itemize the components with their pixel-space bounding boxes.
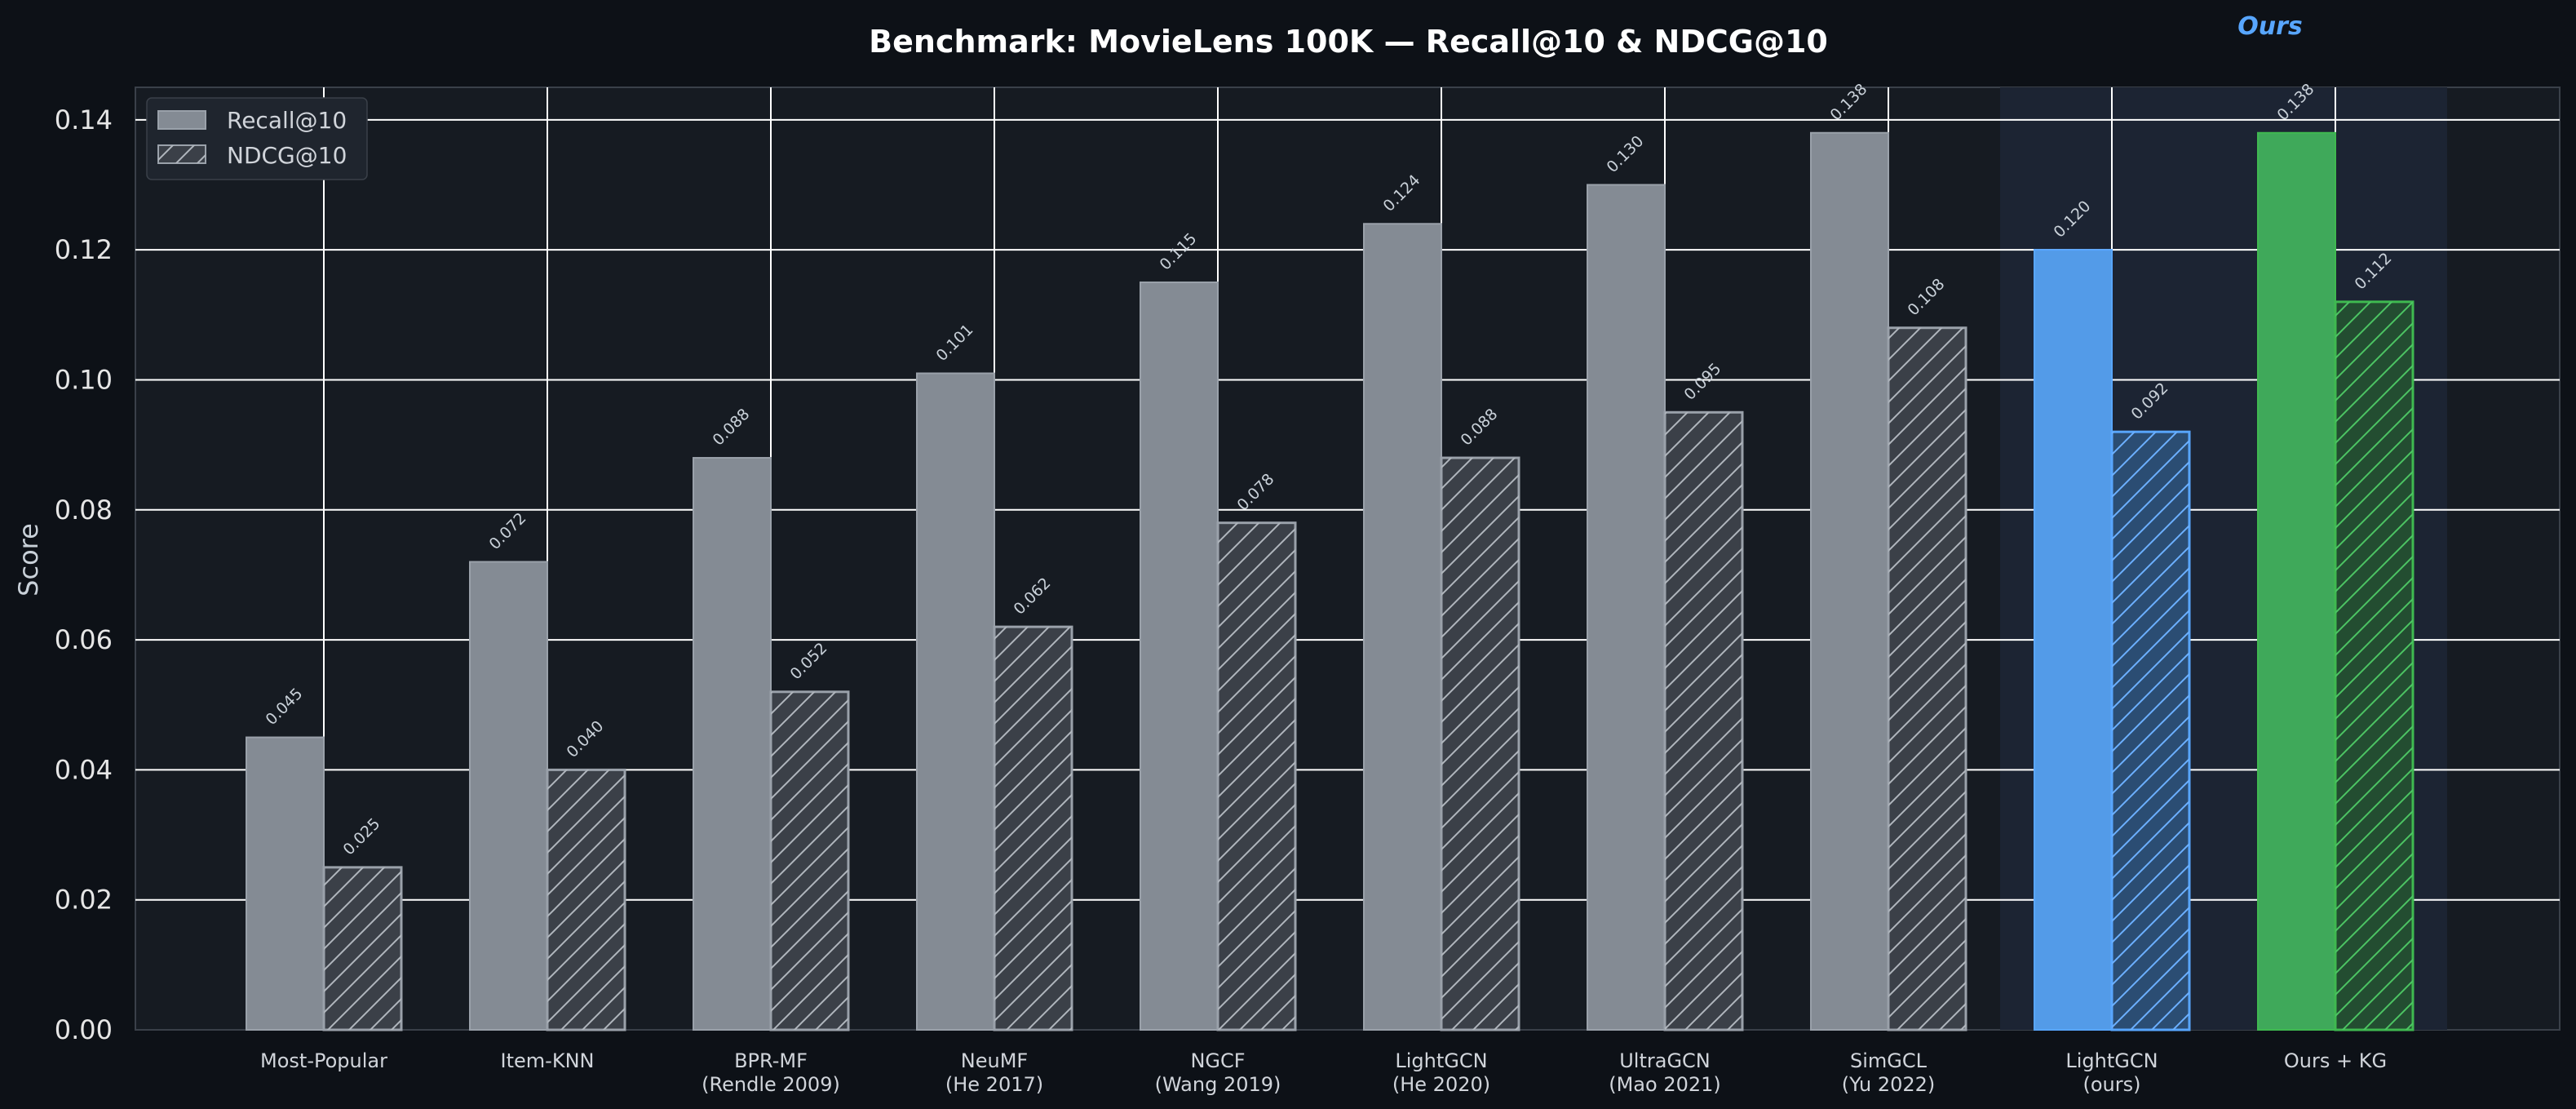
x-tick-label: NeuMF xyxy=(961,1049,1028,1072)
legend: Recall@10 NDCG@10 xyxy=(146,97,368,180)
bar-ndcg-hatch xyxy=(1665,412,1742,1030)
x-tick-label: (Mao 2021) xyxy=(1609,1073,1721,1096)
x-tick-label: SimGCL xyxy=(1850,1049,1928,1072)
bar-recall xyxy=(1587,184,1666,1031)
y-tick-label: 0.14 xyxy=(55,104,113,135)
bar-ndcg-hatch xyxy=(771,691,848,1030)
y-tick-label: 0.04 xyxy=(55,754,113,785)
bar-recall xyxy=(1140,281,1219,1031)
bar-ndcg-hatch xyxy=(324,867,401,1030)
legend-swatch-ndcg xyxy=(157,144,206,164)
legend-label-ndcg: NDCG@10 xyxy=(227,142,347,169)
bar-recall xyxy=(693,457,772,1031)
chart-title: Benchmark: MovieLens 100K — Recall@10 & … xyxy=(869,24,1828,60)
bar-recall xyxy=(246,736,325,1031)
y-tick-label: 0.02 xyxy=(55,885,113,916)
x-tick-label: (Rendle 2009) xyxy=(702,1073,840,1096)
x-tick-label: (Wang 2019) xyxy=(1155,1073,1281,1096)
x-tick-label: UltraGCN xyxy=(1619,1049,1711,1072)
y-tick-label: 0.06 xyxy=(55,624,113,655)
bar-recall xyxy=(2034,249,2113,1031)
bar-ndcg-hatch xyxy=(547,770,625,1030)
ours-tag: Ours xyxy=(2237,12,2303,41)
y-tick-label: 0.08 xyxy=(55,495,113,526)
y-tick-label: 0.12 xyxy=(55,234,113,265)
bar-ndcg-hatch xyxy=(1218,522,1295,1030)
legend-label-recall: Recall@10 xyxy=(227,107,347,134)
bar-recall xyxy=(2257,131,2336,1031)
x-tick-label: LightGCN xyxy=(2065,1049,2158,1072)
x-tick-label: LightGCN xyxy=(1395,1049,1487,1072)
x-tick-label: BPR-MF xyxy=(734,1049,808,1072)
y-tick-label: 0.00 xyxy=(55,1014,113,1045)
x-tick-label: (ours) xyxy=(2083,1073,2141,1096)
x-tick-label: Item-KNN xyxy=(501,1049,595,1072)
x-tick-label: Most-Popular xyxy=(260,1049,387,1072)
bar-ndcg-hatch xyxy=(994,627,1072,1030)
x-tick-label: Ours + KG xyxy=(2284,1049,2387,1072)
x-tick-label: (He 2020) xyxy=(1392,1073,1490,1096)
bar-ndcg-hatch xyxy=(1441,458,1519,1030)
bar-ndcg-hatch xyxy=(2112,432,2189,1030)
y-tick-label: 0.10 xyxy=(55,364,113,395)
bar-recall xyxy=(1810,131,1889,1031)
x-tick-label: NGCF xyxy=(1190,1049,1245,1072)
y-axis-label: Score xyxy=(13,523,44,597)
bar-ndcg-hatch xyxy=(2335,301,2413,1030)
bar-recall xyxy=(1363,223,1442,1031)
legend-swatch-recall xyxy=(157,110,206,130)
bar-ndcg-hatch xyxy=(1888,327,1966,1031)
bar-recall xyxy=(916,372,995,1031)
x-tick-label: (Yu 2022) xyxy=(1842,1073,1936,1096)
x-tick-label: (He 2017) xyxy=(945,1073,1043,1096)
bar-recall xyxy=(469,561,548,1031)
